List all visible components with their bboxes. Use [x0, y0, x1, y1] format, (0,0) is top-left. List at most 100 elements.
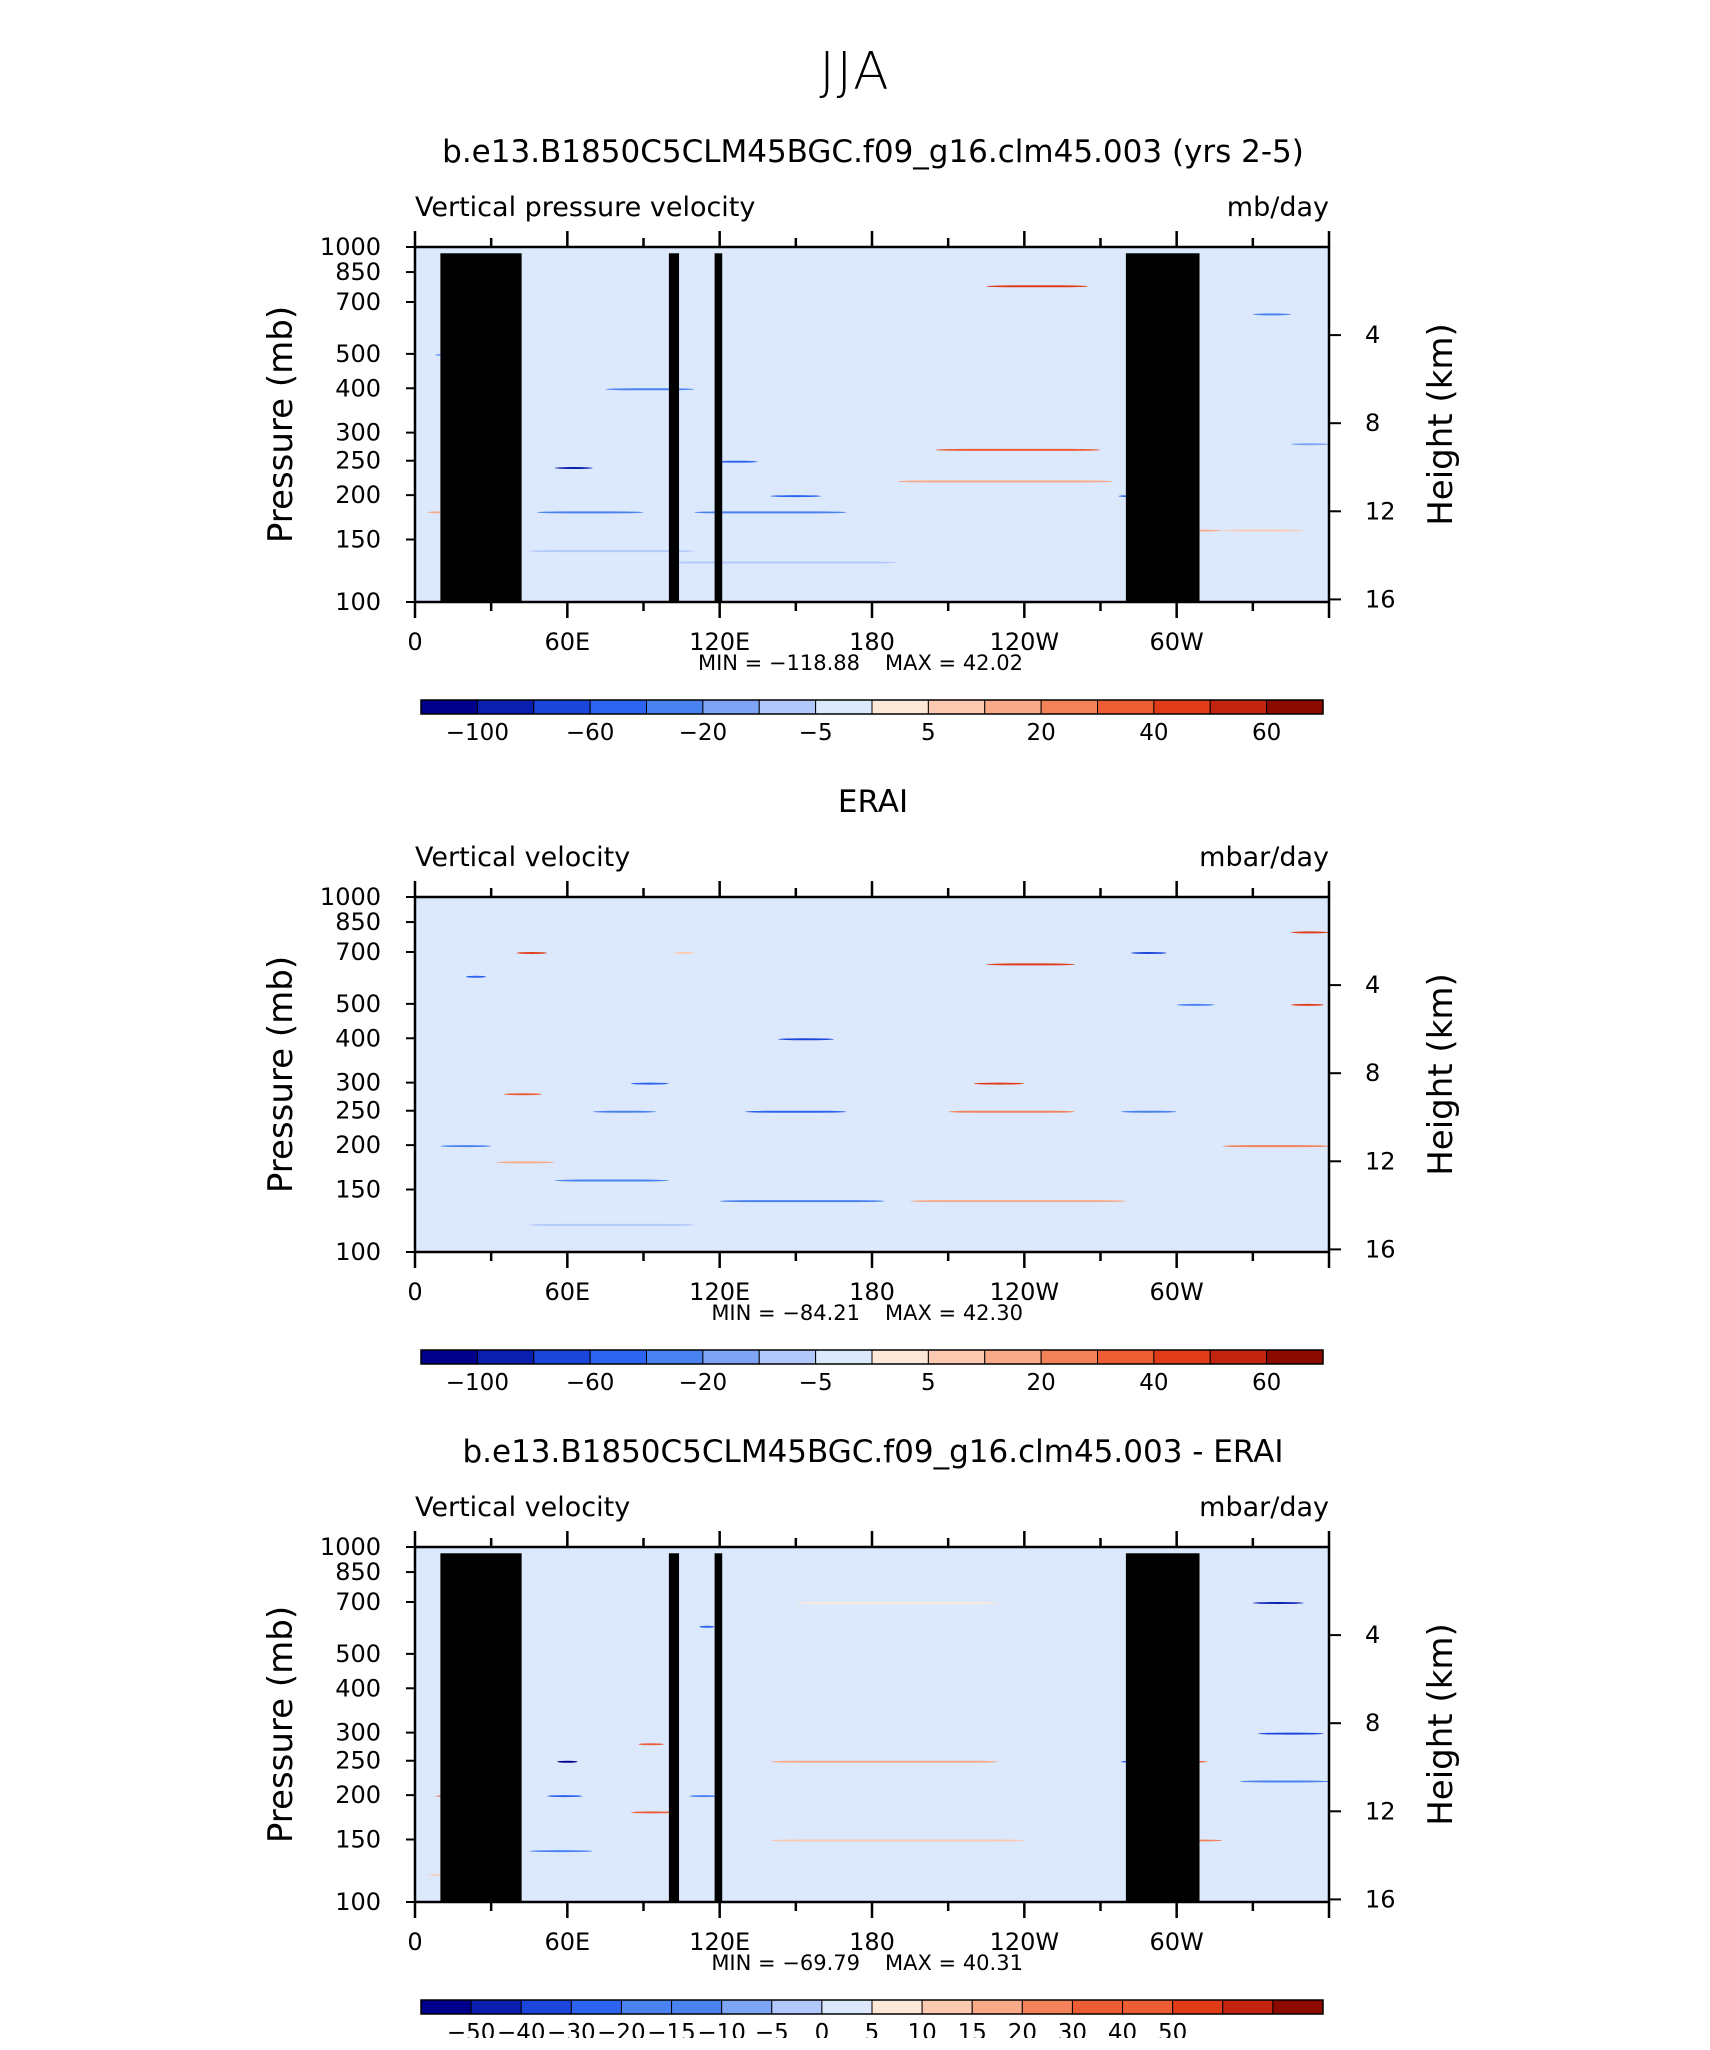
colorbar-swatch — [1153, 1349, 1211, 1365]
colorbar-tick-label: 20 — [1026, 1370, 1055, 1396]
pressure-tick-label: 250 — [335, 447, 381, 475]
colorbar-swatch — [420, 699, 478, 715]
field-region-5 — [557, 1760, 578, 1763]
field-region-8 — [529, 550, 695, 553]
field-region-20 — [1176, 1003, 1215, 1006]
colorbar-tick-label: 10 — [907, 2020, 936, 2038]
colorbar-swatch — [984, 1349, 1042, 1365]
height-tick-label: 8 — [1365, 1709, 1380, 1737]
colorbar-tick-label: 40 — [1108, 2020, 1137, 2038]
lon-tick-label: 60E — [544, 628, 590, 656]
colorbar-tick-label: 0 — [815, 2020, 830, 2038]
colorbar-swatch — [1172, 1999, 1224, 2015]
colorbar-swatch — [927, 1349, 986, 1365]
lon-tick-label: 120E — [689, 1928, 750, 1956]
colorbar-swatch — [1122, 1999, 1174, 2015]
chart-model: b.e13.B1850C5CLM45BGC.f09_g16.clm45.003 … — [261, 134, 1461, 746]
colorbar-tick-label: 60 — [1252, 720, 1281, 746]
min-label: MIN = −69.79 — [711, 1951, 860, 1975]
lon-tick-label: 180 — [849, 1278, 895, 1306]
field-group — [427, 1601, 1329, 1902]
field-region-4 — [547, 1795, 583, 1798]
field-region-17 — [986, 963, 1076, 966]
pressure-tick-label: 150 — [335, 525, 381, 553]
colorbar-swatch — [1153, 699, 1211, 715]
colorbar-swatch — [921, 1999, 973, 2015]
field-region-7 — [638, 1743, 664, 1746]
colorbar-swatch — [646, 699, 704, 715]
pressure-axis-label: Pressure (mb) — [261, 306, 301, 543]
field-region-14 — [910, 1200, 1126, 1203]
pressure-tick-label: 250 — [335, 1097, 381, 1125]
colorbar-tick-label: 5 — [921, 720, 936, 746]
height-tick-label: 8 — [1365, 409, 1380, 437]
max-label: MAX = 40.31 — [885, 1951, 1023, 1975]
field-region-10 — [694, 511, 847, 514]
topography-0 — [440, 1553, 522, 1902]
colorbar-tick-label: −15 — [647, 2020, 696, 2038]
field-region-1 — [440, 1145, 492, 1148]
topography-2 — [668, 253, 680, 603]
variable-label: Vertical pressure velocity — [415, 192, 755, 223]
topography-4 — [1125, 253, 1200, 603]
colorbar-tick-label: 40 — [1139, 1370, 1168, 1396]
pressure-tick-label: 250 — [335, 1747, 381, 1775]
colorbar-swatch — [771, 1999, 823, 2015]
field-region-11 — [770, 1760, 999, 1763]
field-region-11 — [714, 460, 758, 463]
pressure-tick-label: 300 — [335, 1069, 381, 1097]
lon-tick-label: 0 — [407, 1928, 422, 1956]
lon-tick-label: 0 — [407, 628, 422, 656]
colorbar-swatch — [1097, 699, 1155, 715]
colorbar-tick-label: 40 — [1139, 720, 1168, 746]
colorbar-swatch — [589, 699, 647, 715]
pressure-tick-label: 850 — [335, 1558, 381, 1586]
field-region-9 — [529, 1223, 695, 1226]
pressure-tick-label: 200 — [335, 481, 381, 509]
field-region-6 — [536, 511, 644, 514]
lon-tick-label: 180 — [849, 628, 895, 656]
height-tick-label: 4 — [1365, 971, 1380, 999]
field-region-6 — [554, 1179, 669, 1182]
min-label: MIN = −118.88 — [698, 651, 860, 675]
max-label: MAX = 42.30 — [885, 1301, 1023, 1325]
pressure-tick-label: 400 — [335, 1024, 381, 1052]
field-region-5 — [516, 951, 548, 954]
topography-0 — [440, 253, 522, 603]
variable-label: Vertical velocity — [415, 1492, 630, 1523]
colorbar-tick-label: −20 — [597, 2020, 646, 2038]
colorbar-tick-label: −60 — [566, 1370, 615, 1396]
pressure-tick-label: 150 — [335, 1825, 381, 1853]
pressure-tick-label: 850 — [335, 258, 381, 286]
field-region-16 — [973, 1082, 1025, 1085]
topography-1 — [486, 1559, 504, 1902]
field-region-12 — [795, 1601, 999, 1604]
chart-title: b.e13.B1850C5CLM45BGC.f09_g16.clm45.003 … — [442, 134, 1304, 170]
topography-1 — [486, 259, 504, 602]
colorbar-tick-label: −20 — [679, 720, 728, 746]
colorbar-tick-label: 30 — [1058, 2020, 1087, 2038]
lon-tick-label: 60W — [1150, 1278, 1204, 1306]
colorbar-swatch — [815, 1349, 873, 1365]
height-tick-label: 4 — [1365, 1621, 1380, 1649]
lon-tick-label: 60E — [544, 1928, 590, 1956]
pressure-tick-label: 1000 — [320, 883, 381, 911]
pressure-axis-label: Pressure (mb) — [261, 956, 301, 1193]
lon-tick-label: 120E — [689, 1278, 750, 1306]
panel-difference: b.e13.B1850C5CLM45BGC.f09_g16.clm45.003 … — [0, 1390, 1710, 2050]
colorbar-swatch — [1071, 1999, 1124, 2015]
colorbar-tick-label: −40 — [497, 2020, 546, 2038]
max-label: MAX = 42.02 — [885, 651, 1023, 675]
field-region-3 — [496, 1161, 555, 1164]
pressure-tick-label: 200 — [335, 1781, 381, 1809]
colorbar-tick-label: 5 — [865, 2020, 880, 2038]
pressure-tick-label: 100 — [335, 1238, 381, 1266]
field-region-21 — [1252, 1601, 1304, 1604]
height-tick-label: 16 — [1365, 1235, 1396, 1263]
lon-tick-label: 60W — [1150, 628, 1204, 656]
field-region-23 — [1290, 931, 1329, 934]
field-region-16 — [986, 285, 1088, 288]
colorbar-swatch — [570, 1999, 622, 2015]
field-region-21 — [1222, 1145, 1329, 1148]
